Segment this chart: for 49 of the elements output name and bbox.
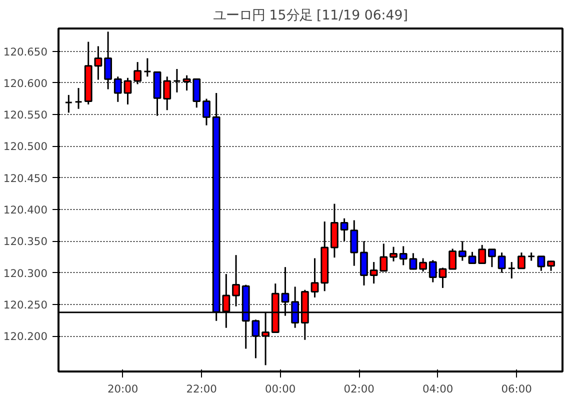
y-tick-label: 120.550 bbox=[3, 108, 48, 122]
candlestick bbox=[458, 240, 466, 262]
candlestick bbox=[182, 74, 191, 92]
candlestick bbox=[360, 240, 368, 286]
candlestick bbox=[350, 220, 358, 267]
y-tick-label: 120.400 bbox=[3, 203, 48, 216]
candlestick bbox=[340, 218, 348, 242]
candlestick bbox=[134, 61, 142, 85]
candlestick bbox=[232, 254, 240, 308]
y-tick-label: 120.650 bbox=[3, 45, 48, 58]
x-tick-label: 02:00 bbox=[344, 382, 375, 396]
candlestick bbox=[202, 98, 210, 126]
candlestick bbox=[192, 78, 201, 108]
candlestick bbox=[173, 68, 181, 94]
candlestick bbox=[428, 259, 437, 284]
candlestick bbox=[518, 252, 526, 270]
candlestick bbox=[438, 266, 447, 289]
y-tick-label: 120.300 bbox=[3, 266, 48, 280]
candlestick bbox=[508, 261, 516, 280]
candlestick bbox=[537, 256, 546, 272]
candlestick bbox=[488, 248, 496, 268]
chart-title: ユーロ円 15分足 [11/19 06:49] bbox=[213, 8, 408, 24]
candlestick bbox=[478, 244, 486, 264]
candlestick bbox=[114, 76, 122, 103]
candlestick bbox=[143, 57, 152, 78]
x-tick-label: 20:00 bbox=[107, 382, 138, 396]
candlestick bbox=[419, 257, 427, 272]
candlestick bbox=[390, 246, 398, 262]
y-tick-label: 120.500 bbox=[3, 140, 48, 154]
y-tick-label: 120.450 bbox=[3, 172, 48, 185]
candlestick bbox=[310, 257, 319, 298]
candlestick bbox=[124, 77, 132, 106]
candlestick bbox=[64, 94, 73, 114]
candlestick bbox=[409, 252, 418, 270]
y-tick-label: 120.200 bbox=[3, 330, 48, 344]
candlestick bbox=[163, 76, 172, 111]
y-tick-label: 120.600 bbox=[3, 76, 48, 90]
candlestick bbox=[399, 245, 408, 266]
candlestick bbox=[498, 252, 506, 274]
candlestick bbox=[468, 251, 476, 265]
x-tick-label: 22:00 bbox=[186, 382, 218, 396]
candlestick bbox=[547, 260, 555, 272]
x-tick-label: 04:00 bbox=[422, 382, 454, 396]
candlestick bbox=[448, 248, 457, 270]
x-tick-label: 06:00 bbox=[501, 382, 532, 396]
x-tick-label: 00:00 bbox=[264, 382, 296, 396]
y-tick-label: 120.350 bbox=[3, 235, 48, 248]
candlestick bbox=[74, 87, 82, 110]
y-tick-label: 120.250 bbox=[3, 298, 48, 312]
